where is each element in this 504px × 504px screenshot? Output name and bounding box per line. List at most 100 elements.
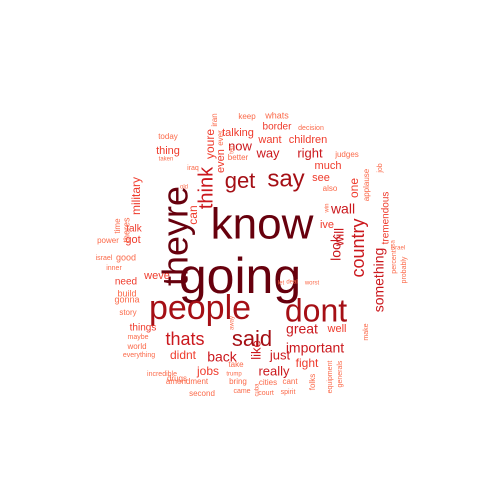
cloud-word-got: got bbox=[125, 234, 140, 246]
cloud-word-can: can bbox=[186, 205, 200, 224]
cloud-word-drugs: drugs bbox=[167, 374, 187, 383]
cloud-word-people: people bbox=[149, 289, 251, 327]
cloud-word-iran: iran bbox=[210, 113, 219, 126]
cloud-word-will: will bbox=[331, 228, 346, 247]
cloud-word-cuba: cuba bbox=[255, 383, 261, 397]
cloud-word-jobs: jobs bbox=[196, 364, 219, 378]
cloud-word-important: important bbox=[286, 340, 344, 356]
cloud-word-worst: worst bbox=[304, 281, 320, 287]
cloud-word-children: children bbox=[289, 134, 328, 146]
cloud-word-see: see bbox=[312, 172, 330, 184]
cloud-word-folks: folks bbox=[308, 374, 317, 390]
cloud-word-israel: israel bbox=[391, 246, 405, 252]
cloud-word-make: make bbox=[363, 323, 370, 340]
cloud-word-theres: theres bbox=[121, 217, 131, 243]
cloud-word-amendment: amendment bbox=[166, 377, 209, 386]
cloud-word-decision: decision bbox=[298, 125, 324, 132]
cloud-word-incredible: incredible bbox=[147, 371, 177, 378]
cloud-word-world: world bbox=[126, 342, 146, 351]
cloud-word-probably: probably bbox=[401, 256, 408, 283]
cloud-word-things: things bbox=[130, 323, 157, 334]
cloud-word-percent: percent bbox=[391, 250, 398, 273]
cloud-word-taken: taken bbox=[159, 157, 174, 163]
cloud-word-cities: cities bbox=[259, 378, 277, 387]
cloud-word-also: also bbox=[323, 184, 338, 193]
cloud-word-iraq: iraq bbox=[187, 165, 199, 172]
cloud-word-usa: usa bbox=[391, 240, 397, 250]
cloud-word-talking: talking bbox=[222, 127, 254, 139]
cloud-word-court: court bbox=[258, 390, 274, 397]
cloud-word-border: border bbox=[263, 122, 293, 133]
cloud-word-old: old bbox=[180, 185, 188, 191]
cloud-word-generals: generals bbox=[337, 360, 344, 387]
cloud-word-today: today bbox=[158, 132, 178, 141]
cloud-word-let: let bbox=[278, 281, 285, 287]
cloud-word-job: job bbox=[377, 163, 384, 173]
cloud-word-think: think bbox=[195, 166, 217, 209]
cloud-word-back: back bbox=[207, 349, 238, 365]
cloud-word-win: win bbox=[325, 203, 331, 213]
cloud-word-one: one bbox=[347, 178, 361, 198]
cloud-word-applause: applause bbox=[362, 168, 371, 201]
cloud-word-build: build bbox=[117, 288, 136, 298]
cloud-word-really: really bbox=[258, 363, 290, 378]
cloud-word-said: said bbox=[232, 326, 272, 351]
cloud-word-something: something bbox=[371, 248, 387, 313]
cloud-word-now: now bbox=[228, 138, 252, 153]
cloud-word-right: right bbox=[297, 145, 323, 160]
cloud-word-power: power bbox=[97, 236, 119, 245]
cloud-word-maybe: maybe bbox=[127, 334, 148, 341]
cloud-word-even: even bbox=[215, 149, 227, 173]
cloud-word-way: way bbox=[255, 145, 280, 160]
cloud-word-look: look bbox=[328, 234, 344, 261]
cloud-word-say: say bbox=[267, 165, 304, 192]
cloud-word-everything: everything bbox=[123, 352, 155, 359]
cloud-word-going: going bbox=[179, 248, 301, 304]
cloud-word-military: military bbox=[129, 177, 143, 215]
cloud-word-just: just bbox=[269, 347, 291, 362]
cloud-word-know: know bbox=[211, 200, 314, 249]
cloud-word-dont: dont bbox=[285, 292, 347, 328]
cloud-word-wall: wall bbox=[330, 201, 355, 217]
cloud-word-inner: inner bbox=[106, 265, 122, 272]
cloud-word-theyre: theyre bbox=[155, 186, 196, 286]
cloud-word-bring: bring bbox=[229, 377, 247, 386]
cloud-word-talk: talk bbox=[126, 224, 143, 235]
cloud-word-much: much bbox=[315, 160, 342, 172]
cloud-word-keep: keep bbox=[238, 112, 256, 121]
cloud-word-great: great bbox=[286, 321, 318, 337]
cloud-word-well: well bbox=[327, 323, 347, 335]
cloud-word-youre: youre bbox=[203, 129, 217, 159]
cloud-word-time: time bbox=[113, 218, 122, 234]
cloud-word-better: better bbox=[228, 153, 249, 162]
cloud-word-thats: thats bbox=[165, 329, 204, 349]
cloud-word-tell: tell bbox=[230, 146, 236, 154]
cloud-word-deal: deal bbox=[286, 280, 297, 286]
cloud-word-take: take bbox=[228, 360, 244, 369]
cloud-word-away: away bbox=[230, 316, 236, 330]
cloud-word-get: get bbox=[225, 168, 256, 193]
cloud-word-didnt: didnt bbox=[170, 348, 197, 362]
cloud-word-ever: ever bbox=[216, 130, 225, 146]
cloud-word-story: story bbox=[119, 308, 136, 317]
cloud-word-ive: ive bbox=[320, 219, 334, 231]
cloud-word-weve: weve bbox=[143, 270, 170, 282]
cloud-word-israel: israel bbox=[96, 255, 113, 262]
cloud-word-thing: thing bbox=[156, 145, 180, 157]
cloud-word-good: good bbox=[116, 252, 136, 262]
cloud-word-whats: whats bbox=[264, 110, 289, 120]
cloud-word-came: came bbox=[233, 388, 250, 395]
cloud-word-fight: fight bbox=[296, 356, 319, 370]
cloud-word-country: country bbox=[348, 218, 368, 277]
cloud-word-equipment: equipment bbox=[327, 361, 334, 394]
cloud-word-judges: judges bbox=[334, 150, 359, 159]
cloud-word-gonna: gonna bbox=[114, 294, 139, 304]
cloud-word-trump: trump bbox=[226, 372, 242, 378]
cloud-word-spirit: spirit bbox=[281, 389, 296, 396]
cloud-word-want: want bbox=[257, 134, 281, 146]
cloud-word-second: second bbox=[189, 389, 215, 398]
cloud-word-like: like bbox=[248, 340, 263, 360]
cloud-word-need: need bbox=[115, 277, 137, 288]
cloud-word-tremendous: tremendous bbox=[381, 192, 392, 245]
